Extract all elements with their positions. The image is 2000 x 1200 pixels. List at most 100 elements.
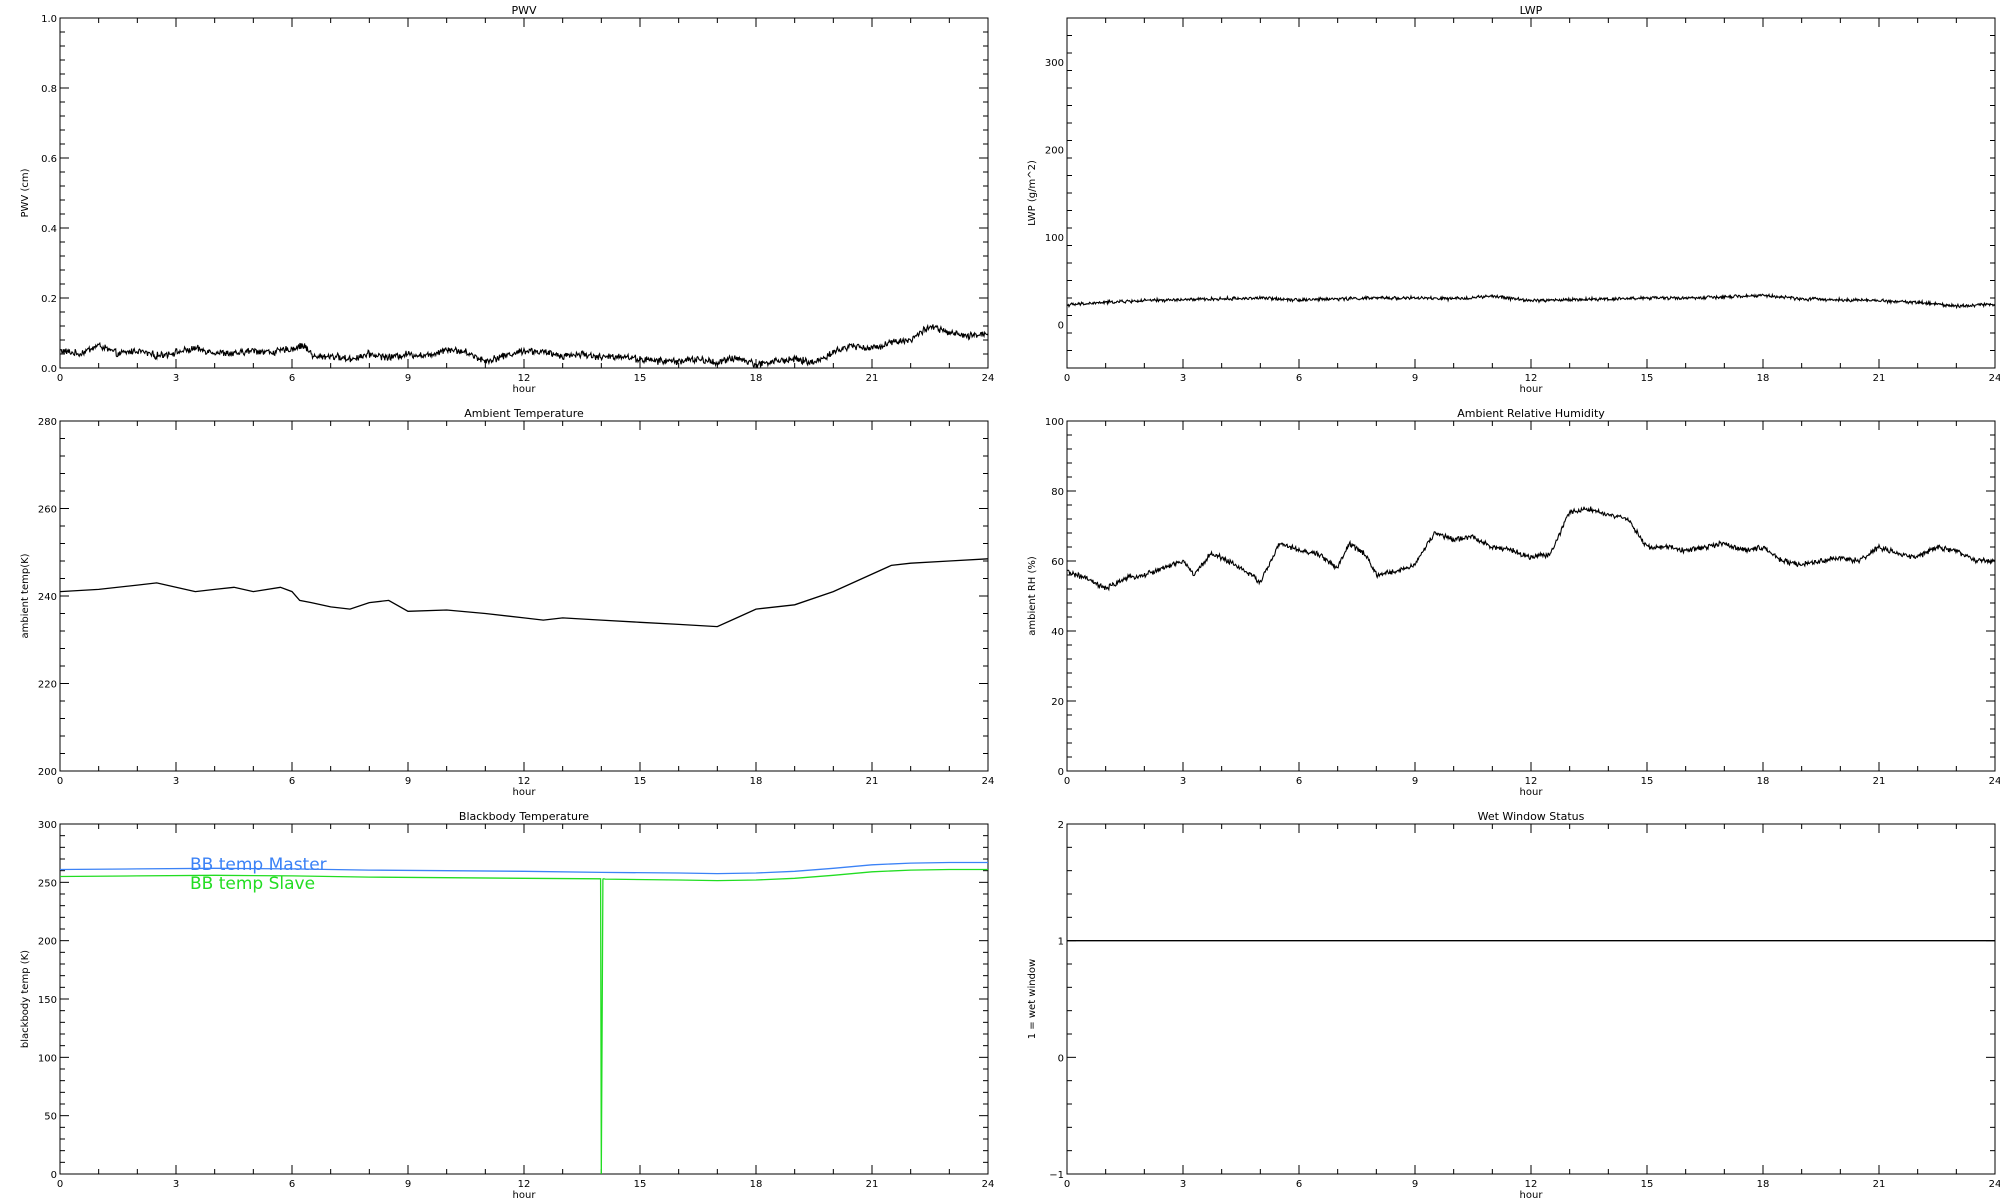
y-tick-label: 240 xyxy=(38,592,57,603)
x-tick-label: 0 xyxy=(57,1179,63,1190)
x-tick-label: 3 xyxy=(1180,1179,1186,1190)
series-line-0 xyxy=(60,323,988,368)
y-tick-label: 260 xyxy=(38,505,57,516)
plot-frame xyxy=(1066,17,1996,369)
x-tick-label: 21 xyxy=(1873,1179,1886,1190)
x-tick-label: 12 xyxy=(1525,373,1538,384)
x-tick-label: 24 xyxy=(1989,1179,2000,1190)
y-axis-label: blackbody temp (K) xyxy=(20,950,31,1048)
y-tick-label: 150 xyxy=(38,995,57,1006)
y-tick-label: 0.0 xyxy=(41,364,57,375)
y-axis-label: LWP (g/m^2) xyxy=(1027,160,1038,226)
series-line-0 xyxy=(1067,292,1995,310)
x-tick-label: 18 xyxy=(1757,776,1770,787)
y-tick-label: 20 xyxy=(1051,697,1064,708)
x-tick-label: 9 xyxy=(405,776,411,787)
y-axis-label: PWV (cm) xyxy=(20,168,31,217)
x-tick-label: 21 xyxy=(1873,373,1886,384)
chart-panel-0: 0 3 6 9 12 15 18 21 24 0.0 0.2 0.4 0.6 0.8 1.0 PWV hour P… xyxy=(20,4,994,395)
chart-panel-4: 0 3 6 9 12 15 18 21 24 0 50 100 150 200 250 300 Blackbod… xyxy=(20,810,994,1200)
x-tick-label: 15 xyxy=(634,776,647,787)
y-tick-label: 0 xyxy=(51,1170,57,1181)
x-tick-label: 24 xyxy=(982,373,995,384)
y-tick-label: 2 xyxy=(1058,820,1064,831)
x-tick-label: 9 xyxy=(1412,776,1418,787)
x-tick-label: 12 xyxy=(518,373,531,384)
y-tick-label: 100 xyxy=(1045,417,1064,428)
x-tick-label: 15 xyxy=(634,373,647,384)
y-tick-label: 200 xyxy=(38,767,57,778)
x-tick-label: 6 xyxy=(289,373,295,384)
series-line-0 xyxy=(60,558,988,628)
x-tick-label: 24 xyxy=(982,1179,995,1190)
x-tick-label: 21 xyxy=(1873,776,1886,787)
x-axis-label: hour xyxy=(513,384,537,395)
x-tick-label: 0 xyxy=(57,776,63,787)
x-tick-label: 3 xyxy=(1180,776,1186,787)
x-tick-label: 3 xyxy=(173,373,179,384)
x-tick-label: 0 xyxy=(57,373,63,384)
x-tick-label: 18 xyxy=(1757,1179,1770,1190)
x-tick-label: 6 xyxy=(1296,1179,1302,1190)
x-tick-label: 18 xyxy=(1757,373,1770,384)
chart-panel-3: 0 3 6 9 12 15 18 21 24 0 20 40 60 80 100 Ambient Relati… xyxy=(1027,407,2000,798)
x-tick-label: 21 xyxy=(866,1179,879,1190)
series-line-1 xyxy=(60,868,988,1174)
y-tick-label: 40 xyxy=(1051,627,1064,638)
legend-entry: BB temp Master xyxy=(190,855,327,875)
y-axis-label: ambient temp(K) xyxy=(20,553,31,638)
y-tick-label: 250 xyxy=(38,878,57,889)
x-axis-label: hour xyxy=(513,787,537,798)
chart-title: LWP xyxy=(1520,4,1543,17)
y-tick-label: 200 xyxy=(38,937,57,948)
y-tick-label: 0 xyxy=(1058,1053,1064,1064)
x-tick-label: 18 xyxy=(750,776,763,787)
plot-frame xyxy=(59,17,989,369)
legend-entry: BB temp Slave xyxy=(190,874,315,894)
x-tick-label: 24 xyxy=(1989,373,2000,384)
x-axis-label: hour xyxy=(1520,1190,1544,1200)
chart-panel-2: 0 3 6 9 12 15 18 21 24 200 220 240 260 280 Ambient Tem… xyxy=(20,407,994,798)
x-tick-label: 15 xyxy=(1641,373,1654,384)
y-tick-label: 100 xyxy=(1045,233,1064,244)
y-tick-label: −1 xyxy=(1049,1170,1064,1181)
y-tick-label: 80 xyxy=(1051,487,1064,498)
x-tick-label: 0 xyxy=(1064,1179,1070,1190)
chart-title: Ambient Relative Humidity xyxy=(1457,407,1605,420)
y-tick-label: 100 xyxy=(38,1053,57,1064)
x-tick-label: 12 xyxy=(518,776,531,787)
x-tick-label: 15 xyxy=(1641,1179,1654,1190)
y-tick-label: 220 xyxy=(38,680,57,691)
y-tick-label: 0.6 xyxy=(41,154,57,165)
x-tick-label: 12 xyxy=(1525,1179,1538,1190)
chart-title: Wet Window Status xyxy=(1478,810,1585,823)
y-axis-label: 1 = wet window xyxy=(1027,959,1038,1039)
x-tick-label: 12 xyxy=(518,1179,531,1190)
x-tick-label: 9 xyxy=(1412,373,1418,384)
y-tick-label: 280 xyxy=(38,417,57,428)
y-tick-label: 50 xyxy=(44,1112,57,1123)
x-tick-label: 9 xyxy=(1412,1179,1418,1190)
y-tick-label: 300 xyxy=(38,820,57,831)
x-tick-label: 6 xyxy=(289,1179,295,1190)
x-axis-label: hour xyxy=(513,1190,537,1200)
y-tick-label: 60 xyxy=(1051,557,1064,568)
x-tick-label: 6 xyxy=(1296,776,1302,787)
y-axis-label: ambient RH (%) xyxy=(1027,556,1038,636)
y-tick-label: 1 xyxy=(1058,937,1064,948)
chart-title: Blackbody Temperature xyxy=(459,810,589,823)
x-tick-label: 0 xyxy=(1064,373,1070,384)
x-tick-label: 21 xyxy=(866,776,879,787)
y-tick-label: 0.8 xyxy=(41,84,57,95)
x-tick-label: 18 xyxy=(750,1179,763,1190)
plot-frame xyxy=(1066,823,1996,1175)
y-tick-label: 300 xyxy=(1045,58,1064,69)
x-tick-label: 21 xyxy=(866,373,879,384)
x-tick-label: 3 xyxy=(173,1179,179,1190)
y-tick-label: 200 xyxy=(1045,145,1064,156)
y-tick-label: 0 xyxy=(1058,320,1064,331)
x-tick-label: 6 xyxy=(289,776,295,787)
x-tick-label: 9 xyxy=(405,1179,411,1190)
x-tick-label: 24 xyxy=(1989,776,2000,787)
